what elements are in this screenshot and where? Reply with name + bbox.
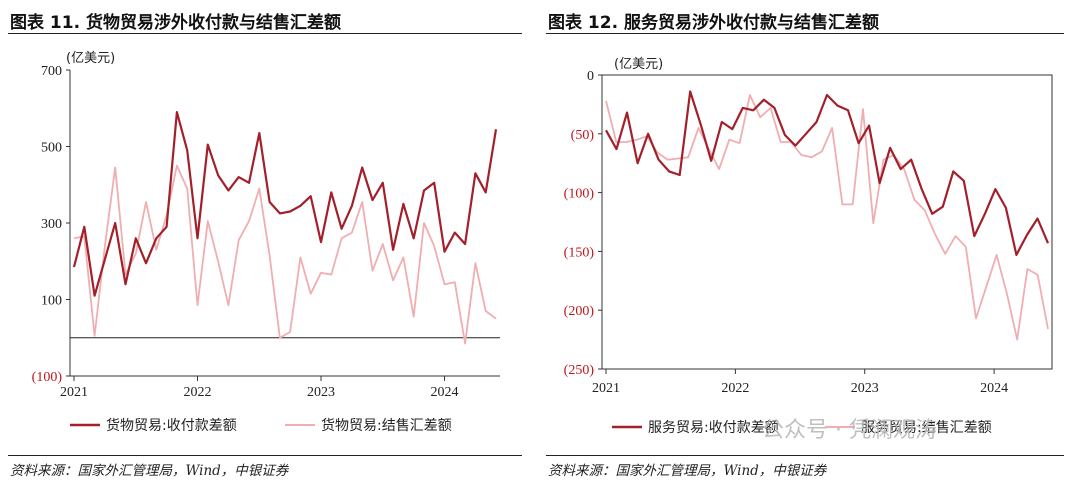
x-tick-label: 2021: [60, 385, 88, 400]
legend-label: 货物贸易:结售汇差额: [321, 417, 452, 434]
source-rule: [8, 455, 522, 456]
watermark-text: 公众号 · 凭澜观涛: [762, 418, 937, 443]
chart-title: 图表 12. 服务贸易涉外收付款与结售汇差额: [548, 13, 879, 33]
y-tick-label: 0: [587, 69, 594, 84]
source-rule: [546, 455, 1064, 456]
y-tick-label: 100: [41, 294, 62, 309]
x-tick-label: 2023: [307, 385, 335, 400]
y-tick-label: 300: [41, 217, 62, 232]
y-tick-label: (200): [564, 304, 595, 319]
chart-panel-goods: 图表 11. 货物贸易涉外收付款与结售汇差额 (亿美元) 700 500 300 100…: [0, 0, 530, 491]
series-line-net-payment: [605, 90, 1050, 256]
series-line-fx-settlement: [605, 94, 1049, 341]
y-tick-label: (150): [564, 245, 595, 260]
series-line-net-payment: [72, 110, 498, 297]
legend-label: 货物贸易:收付款差额: [106, 417, 237, 434]
source-note: 资料来源：国家外汇管理局，Wind，中银证券: [548, 463, 827, 479]
y-tick-label: (50): [571, 128, 595, 143]
x-tick-label: 2024: [431, 385, 459, 400]
title-rule: [8, 33, 522, 34]
unit-label: (亿美元): [66, 51, 115, 66]
plot-frame: [601, 74, 1053, 370]
unit-label: (亿美元): [614, 57, 663, 72]
x-tick-label: 2021: [592, 381, 620, 396]
x-tick-label: 2022: [184, 385, 212, 400]
legend-label: 服务贸易:结售汇差额: [861, 420, 992, 436]
chart-svg-services: (亿美元) 0 (50) (100) (150) (200) (250) 2021 2022 20…: [564, 57, 1053, 436]
y-tick-label: 500: [41, 141, 62, 156]
chart-svg-goods: (亿美元) 700 500 300 100 (100)2021 2022 2023 2024 货物…: [32, 51, 500, 434]
x-tick-label: 2024: [980, 381, 1008, 396]
y-tick-label: (250): [564, 363, 595, 378]
legend-label: 服务贸易:收付款差额: [648, 420, 779, 436]
y-tick-label: 700: [41, 64, 62, 79]
title-rule: [546, 33, 1064, 34]
chart-panel-services: 图表 12. 服务贸易涉外收付款与结售汇差额 (亿美元) 0 (50) (100) (1…: [540, 0, 1080, 491]
series-line-fx-settlement: [73, 164, 497, 345]
x-tick-label: 2023: [851, 381, 879, 396]
y-tick-label: (100): [564, 187, 595, 202]
chart-title: 图表 11. 货物贸易涉外收付款与结售汇差额: [10, 13, 341, 33]
x-tick-label: 2022: [721, 381, 749, 396]
source-note: 资料来源：国家外汇管理局，Wind，中银证券: [10, 463, 289, 479]
y-tick-label: (100): [32, 370, 63, 385]
